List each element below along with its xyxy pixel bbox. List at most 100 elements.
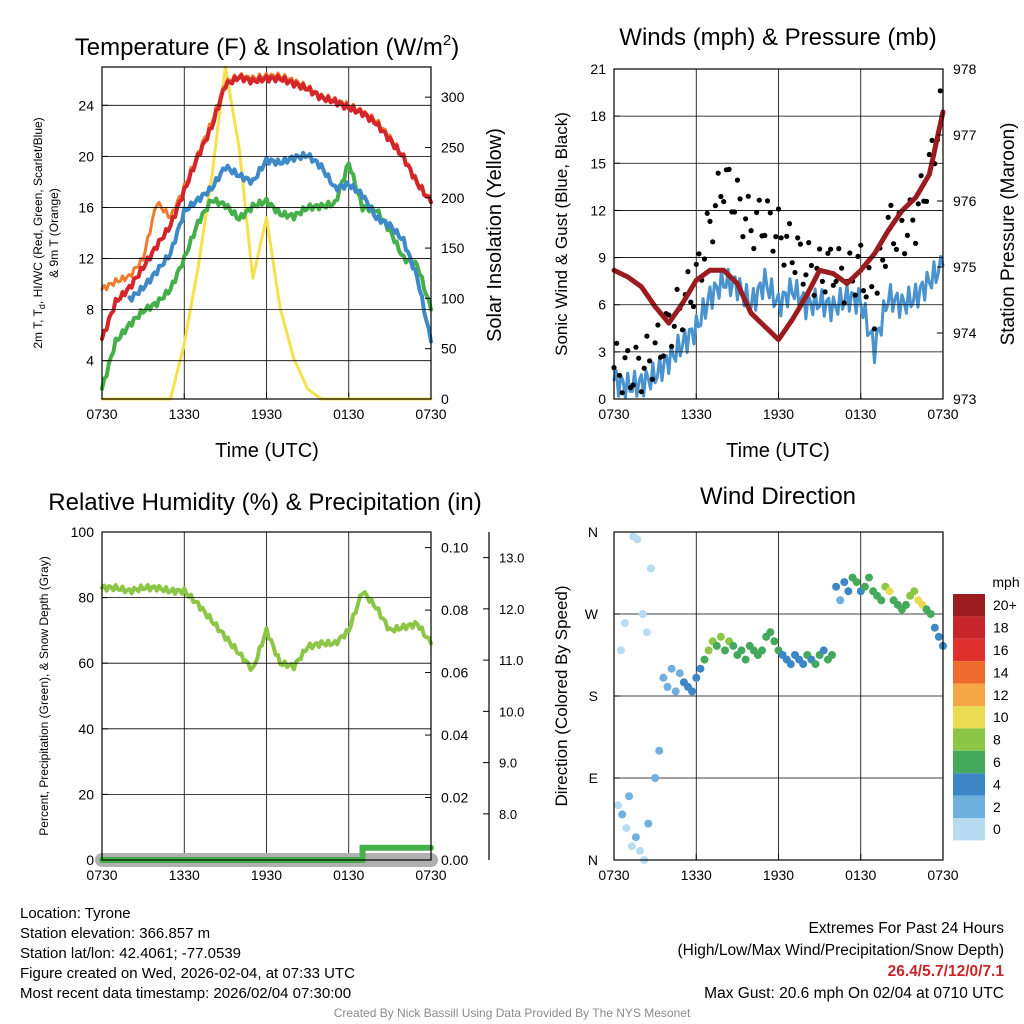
humidity-panel: Relative Humidity (%) & Precipitation (i… [37, 489, 524, 883]
gust-point [669, 343, 675, 349]
direction-tick-label-x: 0130 [845, 867, 876, 883]
gust-point [855, 253, 861, 259]
gust-point [710, 239, 716, 245]
temperature-tick-label-y: 24 [78, 97, 94, 113]
gust-point [836, 246, 842, 252]
winds-tick-label-y: 18 [590, 108, 606, 124]
gust-point [649, 376, 656, 382]
gust-point [647, 358, 653, 364]
pressure-tick-label-y: 974 [953, 325, 977, 341]
direction-point [621, 619, 629, 628]
humidity-tick-label-y: 100 [71, 524, 95, 540]
snow-tick-label-y: 9.0 [499, 756, 517, 771]
gust-point [696, 251, 702, 257]
gust-point [915, 201, 921, 207]
series-hi-wc-blue-line [127, 150, 433, 344]
direction-point [700, 655, 709, 664]
direction-tick-label-x: 1330 [681, 867, 712, 883]
series-station-pressure-maroon-line [611, 109, 946, 343]
gust-point [803, 272, 809, 278]
temperature-right-axis: 0 50 100 150 200 250 300 [425, 89, 465, 407]
direction-panel: Wind Direction 0730 1330 1930 0130 0730 N E S W… [552, 483, 1020, 883]
gust-point [904, 232, 911, 238]
gust-point [756, 197, 762, 203]
legend-label: 8 [993, 732, 1001, 748]
gust-point [918, 173, 924, 179]
legend-swatch [953, 818, 985, 841]
legend-label: 6 [993, 754, 1001, 770]
gust-point [754, 209, 760, 215]
snow-tick-label-y: 13.0 [499, 551, 524, 566]
direction-point [622, 824, 631, 833]
direction-point [852, 578, 861, 587]
humidity-tick-label-y: 60 [78, 655, 94, 671]
gust-point [786, 221, 793, 227]
gust-point [797, 241, 804, 247]
gust-point [839, 265, 845, 271]
series-sonic-wind-blue-line [612, 254, 945, 400]
winds-tick-label-y: 3 [598, 344, 606, 360]
series-9m-t-orange-line [100, 71, 433, 292]
gust-point [891, 241, 897, 247]
winds-xlabel: Time (UTC) [726, 440, 830, 462]
legend-swatch [953, 728, 985, 751]
direction-tick-label-x: 0730 [927, 867, 958, 883]
snow-tick-label-y: 10.0 [499, 704, 524, 719]
gust-point [822, 289, 828, 295]
gust-point [726, 166, 732, 172]
legend-label: 10 [993, 709, 1009, 725]
direction-plot-area: 0730 1330 1930 0130 0730 [598, 532, 959, 883]
gust-point [860, 288, 867, 294]
pressure-tick-label-y: 973 [953, 391, 977, 407]
direction-point [644, 819, 653, 828]
temperature-tick-label-x: 1930 [251, 406, 282, 422]
humidity-tick-label-y: 40 [78, 721, 94, 737]
precip-tick-label-y: 0.08 [441, 602, 468, 618]
gust-point [902, 251, 908, 257]
gust-point [743, 216, 749, 222]
direction-title: Wind Direction [700, 483, 856, 510]
direction-point [836, 596, 845, 605]
direction-point [663, 682, 672, 691]
gust-point [808, 262, 815, 269]
temperature-tick-label-y: 20 [78, 148, 94, 164]
direction-point [799, 660, 808, 669]
direction-point [616, 646, 625, 655]
gust-point [819, 278, 826, 284]
temperature-xlabel: Time (UTC) [215, 440, 319, 462]
temperature-tick-label-y: 16 [78, 199, 94, 215]
legend-swatch [953, 594, 985, 617]
gust-point [929, 137, 935, 143]
winds-tick-label-x: 0730 [927, 406, 958, 422]
direction-point [618, 810, 627, 819]
direction-tick-label-x: 0730 [598, 867, 629, 883]
recent-timestamp: Most recent data timestamp: 2026/02/04 0… [20, 985, 352, 1002]
speed-legend: 20+ 18 16 14 12 10 8 6 4 2 0 [953, 594, 1017, 841]
humidity-tick-label-y: 0 [86, 852, 94, 868]
temperature-tick-label-x: 0730 [86, 406, 117, 422]
series-2m-t-red-line [100, 73, 433, 341]
winds-ylabel-left: Sonic Wind & Gust (Blue, Black) [552, 112, 571, 356]
humidity-tick-label-x: 1330 [169, 867, 200, 883]
direction-point [737, 646, 746, 655]
temperature-left-axis: 4 8 12 16 20 24 [78, 97, 431, 369]
gust-point [795, 235, 801, 241]
direction-point [770, 637, 779, 646]
precip-tick-label-y: 0.00 [441, 852, 468, 868]
gust-point [748, 228, 754, 234]
series-td-green-line [100, 161, 433, 391]
direction-point [832, 582, 841, 591]
winds-ylabel-right: Station Pressure (Maroon) [998, 123, 1019, 346]
gust-point [707, 218, 713, 224]
gust-point [630, 382, 636, 388]
humidity-tick-label-x: 1930 [251, 867, 282, 883]
gust-point [784, 233, 790, 239]
direction-point [712, 641, 721, 650]
legend-swatch [953, 638, 985, 662]
humidity-tick-label-y: 20 [78, 786, 94, 802]
legend-label: 16 [993, 642, 1009, 658]
gust-point [644, 333, 650, 339]
extremes-info: Extremes For Past 24 Hours (High/Low/Max… [678, 918, 1005, 1004]
gust-point [926, 151, 932, 158]
temperature-ylabel-left-line1: 2m T, Td, HI/WC (Red, Green, Scarlet/Blu… [31, 117, 47, 348]
